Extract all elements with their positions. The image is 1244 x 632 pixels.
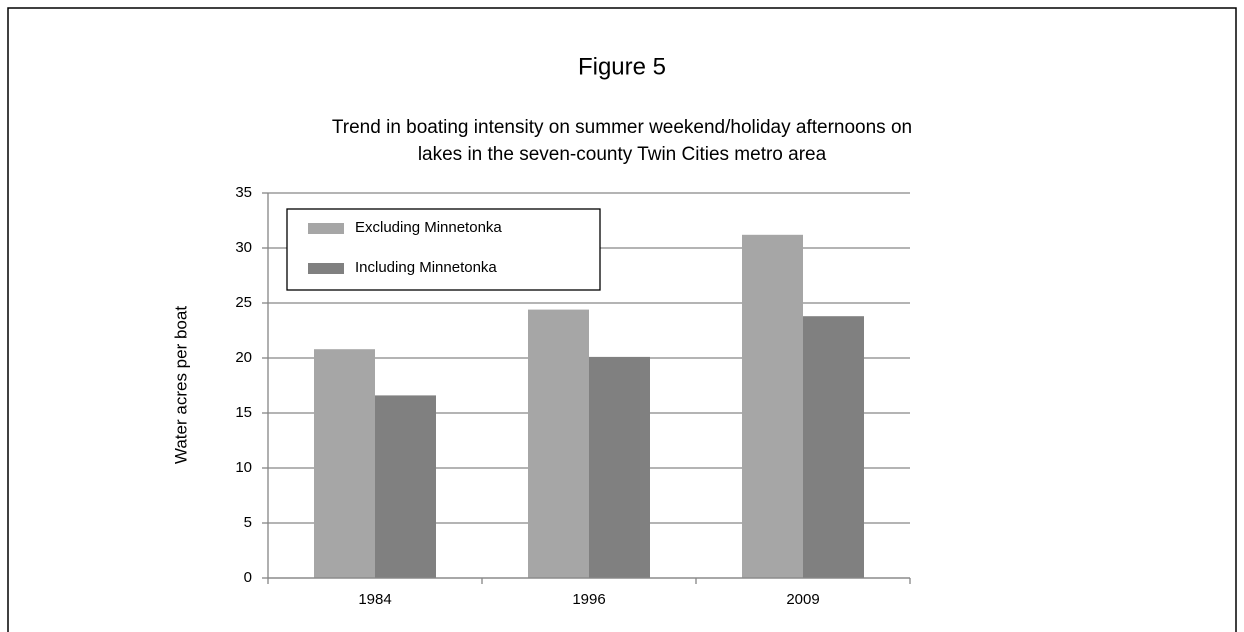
legend-swatch (308, 223, 344, 234)
y-tick-label: 0 (244, 569, 252, 586)
legend-label: Including Minnetonka (355, 259, 497, 276)
legend-label: Excluding Minnetonka (355, 219, 502, 236)
y-tick-label: 30 (235, 239, 252, 256)
y-tick-label: 25 (235, 294, 252, 311)
x-tick-label: 2009 (786, 591, 819, 608)
bar (375, 395, 436, 578)
y-tick-label: 35 (235, 184, 252, 201)
y-tick-label: 10 (235, 459, 252, 476)
x-tick-label: 1984 (358, 591, 391, 608)
chart-subtitle: lakes in the seven-county Twin Cities me… (418, 144, 827, 165)
chart-subtitle: Trend in boating intensity on summer wee… (332, 117, 912, 138)
bar (742, 234, 803, 579)
bar (589, 356, 650, 578)
bar (314, 349, 375, 578)
bar (803, 316, 864, 578)
bar (528, 309, 589, 578)
y-tick-label: 15 (235, 404, 252, 421)
y-tick-label: 20 (235, 349, 252, 366)
frame (7, 7, 1237, 632)
x-tick-label: 1996 (572, 591, 605, 608)
y-axis-label: Water acres per boat (171, 306, 190, 464)
legend-swatch (308, 263, 344, 274)
legend-box (286, 208, 601, 291)
chart-title: Figure 5 (578, 53, 666, 80)
y-tick-label: 5 (244, 514, 252, 531)
